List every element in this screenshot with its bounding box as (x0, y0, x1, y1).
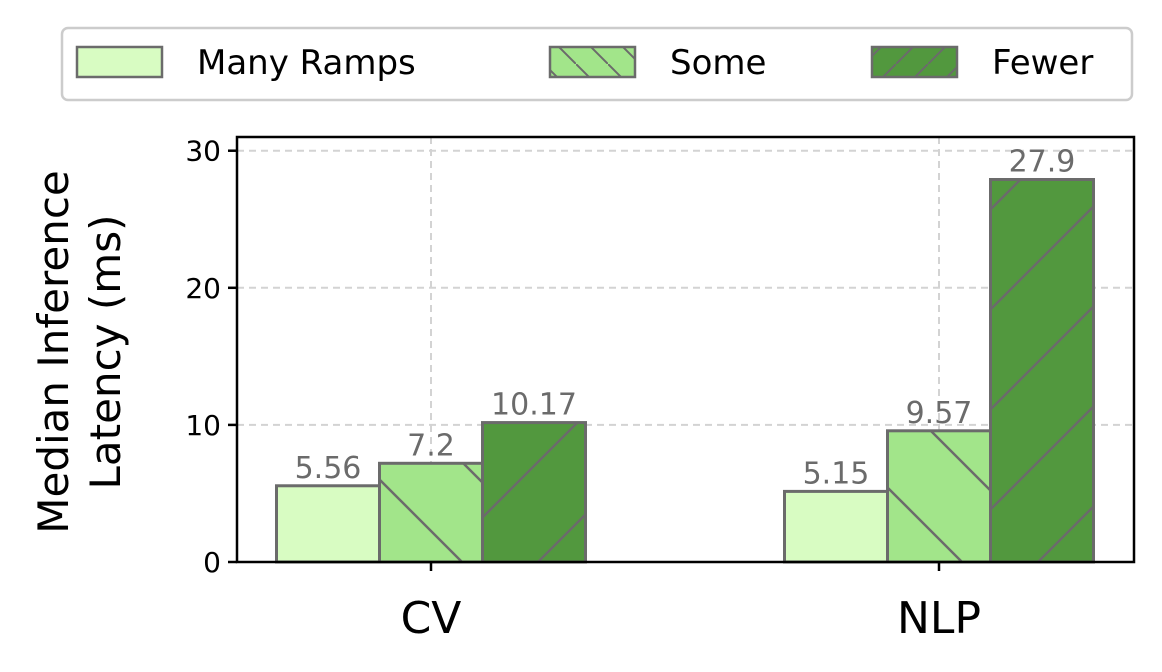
y-tick-label: 20 (185, 272, 221, 305)
legend-label: Some (670, 43, 766, 83)
y-tick-label: 0 (203, 546, 221, 579)
x-tick-label: CV (401, 593, 462, 644)
bar-value-label: 5.15 (803, 456, 870, 491)
y-axis-label: Median InferenceLatency (ms) (29, 170, 130, 533)
y-axis-label-line: Median Inference (29, 170, 78, 533)
y-tick-label: 30 (185, 135, 221, 168)
bar-hatch (887, 430, 991, 562)
y-axis-label-line: Latency (ms) (81, 215, 130, 490)
bar (784, 491, 888, 562)
legend-label: Fewer (992, 43, 1093, 83)
y-tick-label: 10 (185, 409, 221, 442)
legend-swatch-outline (75, 45, 164, 79)
x-tick-label: NLP (897, 593, 981, 644)
legend-swatch-outline (870, 45, 959, 79)
bar-value-label: 7.2 (407, 428, 455, 463)
bar-value-label: 10.17 (491, 388, 577, 423)
legend-swatch (77, 47, 162, 77)
legend-label: Many Ramps (197, 43, 416, 83)
bars: 5.56 5.15 7.2 9.57 10.17 27.9 (275, 145, 1095, 564)
axes: 0 10 20 30 CV NLP Median InferenceLatency (ms) (29, 135, 1136, 644)
plot-frame (235, 135, 1136, 564)
bar (276, 485, 380, 562)
legend-swatch-hatch (872, 47, 957, 77)
bar-hatch (482, 422, 586, 562)
legend-swatch-outline (548, 45, 637, 79)
bar-hatch (990, 179, 1094, 562)
bar-value-label: 27.9 (1009, 145, 1076, 180)
legend-swatch-hatch (550, 47, 635, 77)
legend: Many Ramps Some Fewer (60, 26, 1134, 102)
bar-value-label: 9.57 (906, 396, 973, 431)
bar-hatch (379, 463, 483, 562)
bar-value-label: 5.56 (295, 451, 362, 486)
